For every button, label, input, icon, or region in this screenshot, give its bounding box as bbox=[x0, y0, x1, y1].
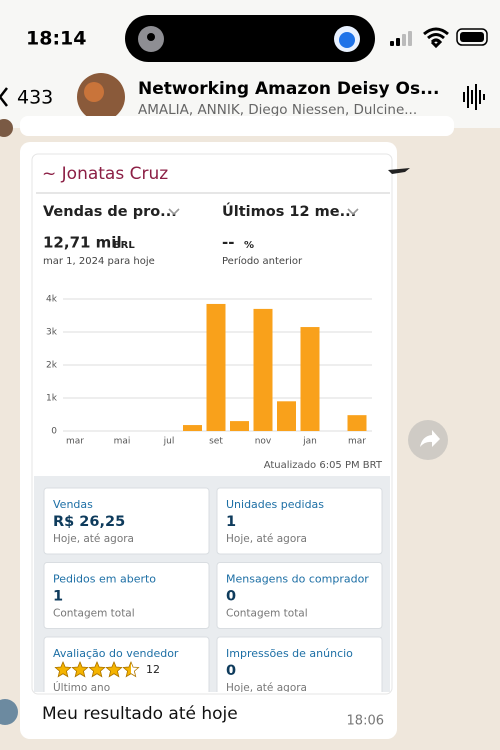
message-time: 18:06 bbox=[347, 714, 384, 729]
message-caption: Meu resultado até hoje bbox=[42, 704, 238, 724]
rating-star bbox=[55, 662, 71, 678]
metric-card bbox=[43, 636, 210, 692]
dropdown-caret bbox=[168, 208, 180, 216]
card-title: Avaliação do vendedor bbox=[53, 647, 179, 660]
avatar-detail bbox=[84, 82, 104, 102]
metric-value: 12,71 mil bbox=[43, 234, 122, 252]
bar bbox=[183, 425, 202, 431]
card-value: R$ 26,25 bbox=[53, 514, 125, 530]
bar bbox=[253, 308, 273, 431]
location-dot bbox=[147, 33, 155, 41]
y-tick-label: 0 bbox=[51, 427, 57, 437]
card-note: Hoje, até agora bbox=[226, 682, 307, 694]
card-note: Hoje, até agora bbox=[226, 533, 307, 545]
rating-star bbox=[72, 662, 88, 678]
dropdown-caret bbox=[347, 208, 359, 216]
rating-star bbox=[123, 662, 131, 678]
card-note: Último ano bbox=[53, 681, 110, 694]
clock: 18:14 bbox=[26, 28, 86, 50]
comparison-unit: % bbox=[244, 240, 254, 251]
app-icon-face bbox=[339, 32, 355, 48]
x-tick-label: nov bbox=[255, 437, 272, 447]
review-count: 12 bbox=[146, 663, 160, 676]
bar bbox=[300, 327, 320, 431]
comparison-label: Período anterior bbox=[222, 255, 303, 267]
forward-icon bbox=[420, 430, 440, 447]
battery-level bbox=[460, 32, 484, 42]
cursor-shape bbox=[388, 168, 410, 174]
card-title: Unidades pedidas bbox=[226, 498, 324, 511]
metric-dropdown[interactable]: Vendas de pro... bbox=[43, 204, 177, 220]
comparison-value: -- bbox=[222, 234, 234, 252]
sender-avatar[interactable] bbox=[0, 699, 18, 725]
x-tick-label: mar bbox=[66, 437, 84, 447]
card-note: Hoje, até agora bbox=[53, 533, 134, 545]
metric-card bbox=[216, 487, 383, 555]
previous-avatar bbox=[0, 119, 13, 137]
x-tick-label: jul bbox=[163, 437, 175, 447]
signal bbox=[390, 31, 412, 46]
bar bbox=[206, 303, 226, 431]
card-title: Vendas bbox=[53, 498, 93, 511]
updated-time: Atualizado 6:05 PM BRT bbox=[264, 460, 383, 471]
group-title[interactable]: Networking Amazon Deisy Os... bbox=[138, 79, 439, 99]
metric-period: mar 1, 2024 para hoje bbox=[43, 256, 155, 267]
y-tick-label: 1k bbox=[46, 394, 58, 404]
metric-card bbox=[216, 636, 383, 692]
voice-call-icon[interactable] bbox=[463, 84, 485, 110]
card-note: Contagem total bbox=[53, 608, 135, 620]
group-members[interactable]: AMALIA, ANNIK, Diego Niessen, Dulcine... bbox=[138, 102, 417, 118]
bar bbox=[230, 421, 249, 431]
card-title: Pedidos em aberto bbox=[53, 573, 156, 586]
card-title: Impressões de anúncio bbox=[226, 647, 353, 660]
metric-unit: BRL bbox=[113, 240, 135, 251]
wifi bbox=[423, 27, 449, 49]
y-tick-label: 2k bbox=[46, 361, 58, 371]
card-value: 0 bbox=[226, 589, 236, 605]
rating-star bbox=[89, 662, 105, 678]
period-dropdown[interactable]: Últimos 12 me... bbox=[222, 202, 356, 220]
cards: Vendas R$ 26,25 Hoje, até agora Unidades pe… bbox=[43, 487, 383, 694]
unread-count[interactable]: 433 bbox=[17, 87, 53, 109]
x-tick-label: mai bbox=[114, 437, 131, 447]
x-tick-label: jan bbox=[302, 437, 317, 447]
previous-bubble bbox=[20, 116, 454, 136]
bar bbox=[347, 415, 367, 431]
card-value: 1 bbox=[53, 589, 63, 605]
x-tick-label: set bbox=[209, 437, 223, 447]
back-arrow[interactable] bbox=[0, 87, 8, 107]
y-tick-label: 4k bbox=[46, 295, 58, 305]
rating-star bbox=[106, 662, 122, 678]
dynamic-island bbox=[125, 15, 375, 62]
metric-card bbox=[216, 562, 383, 629]
card-note: Contagem total bbox=[226, 608, 308, 620]
metric-card bbox=[43, 487, 210, 555]
bar bbox=[277, 401, 296, 431]
card-title: Mensagens do comprador bbox=[226, 573, 369, 586]
metric-card bbox=[43, 562, 210, 629]
card-value: 0 bbox=[226, 663, 236, 679]
sender-name[interactable]: ~ Jonatas Cruz bbox=[42, 164, 168, 184]
y-tick-label: 3k bbox=[46, 328, 58, 338]
battery bbox=[456, 28, 488, 46]
card-value: 1 bbox=[226, 514, 236, 530]
x-tick-label: mar bbox=[348, 437, 366, 447]
